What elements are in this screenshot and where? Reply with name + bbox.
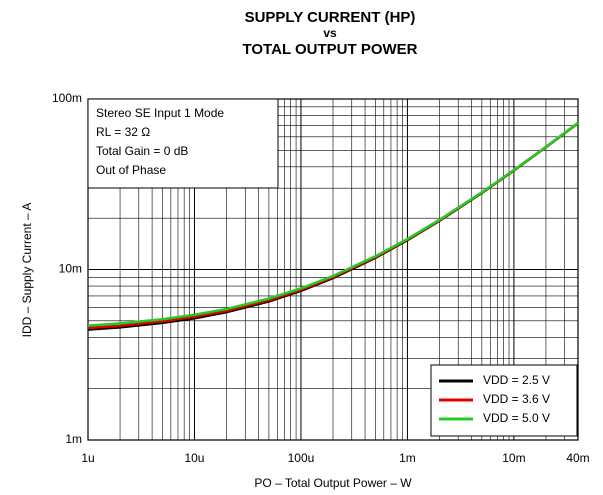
plot-frame <box>87 98 579 441</box>
x-tick-label: 100u <box>288 451 315 465</box>
y-axis-label: IDD – Supply Current – A <box>20 203 34 338</box>
legend-label: VDD = 5.0 V <box>483 411 550 425</box>
chart-title: TOTAL OUTPUT POWER <box>243 41 418 58</box>
x-tick-label: 1m <box>399 451 416 465</box>
x-tick-label: 40m <box>566 451 589 465</box>
annotation: Total Gain = 0 dB <box>96 144 188 158</box>
annotation: Stereo SE Input 1 Mode <box>96 106 224 120</box>
legend-label: VDD = 2.5 V <box>483 373 550 387</box>
chart-title: vs <box>323 26 337 40</box>
x-axis-label: PO – Total Output Power – W <box>254 476 412 490</box>
annotation: Out of Phase <box>96 163 166 177</box>
y-tick-label: 1m <box>65 432 82 446</box>
annotation: RL = 32 Ω <box>96 125 150 139</box>
chart-title: SUPPLY CURRENT (HP) <box>245 9 416 26</box>
series-line <box>87 121 579 327</box>
annotation-box <box>87 98 279 189</box>
x-tick-label: 10u <box>184 451 204 465</box>
x-tick-label: 1u <box>81 451 94 465</box>
y-tick-label: 10m <box>59 262 82 276</box>
y-tick-label: 100m <box>52 91 82 105</box>
legend-label: VDD = 3.6 V <box>483 392 550 406</box>
x-tick-label: 10m <box>502 451 525 465</box>
